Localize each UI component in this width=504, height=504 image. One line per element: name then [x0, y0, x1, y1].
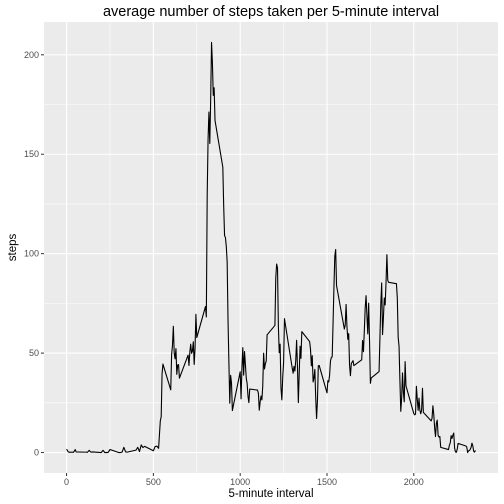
y-axis-label: steps	[7, 234, 19, 262]
x-axis-label: 5-minute interval	[228, 488, 313, 500]
x-tick-label: 500	[146, 477, 161, 487]
y-tick-label: 100	[24, 249, 39, 259]
x-tick-label: 0	[64, 477, 69, 487]
x-tick-label: 2000	[404, 477, 424, 487]
x-tick-label: 1000	[230, 477, 250, 487]
y-tick-label: 150	[24, 149, 39, 159]
y-tick-label: 0	[34, 448, 39, 458]
y-axis-ticks: 0 50 100 150 200	[24, 50, 44, 458]
chart-title: average number of steps taken per 5-minu…	[103, 4, 439, 20]
x-tick-label: 1500	[317, 477, 337, 487]
y-tick-label: 200	[24, 50, 39, 60]
plot-panel	[44, 22, 498, 473]
x-axis-ticks: 0 500 1000 1500 2000	[64, 473, 424, 487]
y-tick-label: 50	[29, 348, 39, 358]
